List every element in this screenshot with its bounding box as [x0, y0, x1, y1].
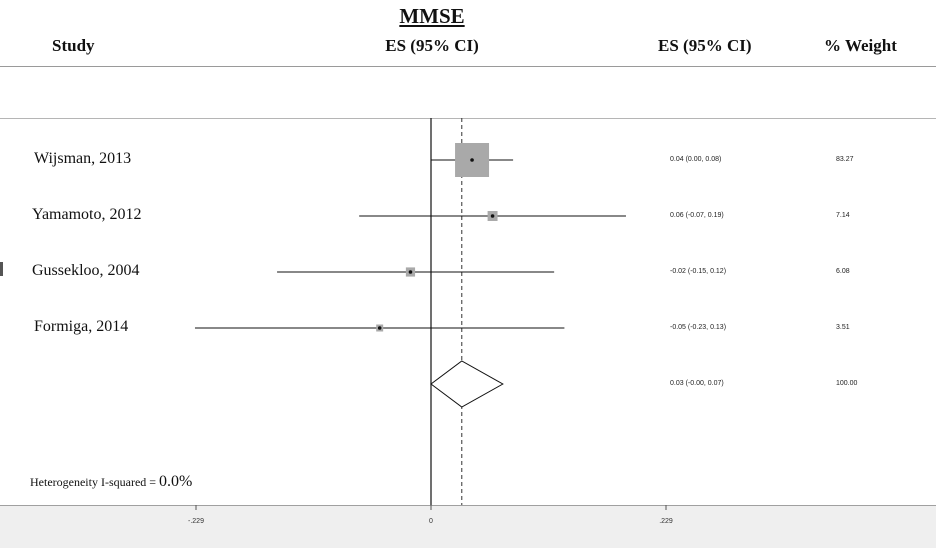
weight-text-gussekloo: 6.08 — [836, 268, 850, 275]
point-estimate-1 — [490, 214, 495, 218]
heterogeneity-label: Heterogeneity I-squared = — [30, 475, 157, 489]
x-tick-label-pos: .229 — [659, 518, 673, 525]
study-label-gussekloo: Gussekloo, 2004 — [32, 262, 140, 279]
study-label-yamamoto: Yamamoto, 2012 — [32, 206, 142, 223]
es-column-header: ES (95% CI) — [385, 36, 479, 55]
weight-text-overall: 100.00 — [836, 380, 858, 387]
es-ci-text-yamamoto: 0.06 (-0.07, 0.19) — [670, 212, 724, 219]
x-tick-label-neg: -.229 — [188, 518, 204, 525]
point-estimate-2 — [408, 270, 413, 274]
es-ci-column-header: ES (95% CI) — [658, 36, 752, 55]
left-edge-mark — [0, 262, 3, 276]
x-tick-label-zero: 0 — [429, 518, 433, 525]
overall-diamond — [430, 360, 504, 408]
es-ci-text-overall: 0.03 (-0.00, 0.07) — [670, 380, 724, 387]
weight-text-formiga: 3.51 — [836, 324, 850, 331]
es-ci-text-wijsman: 0.04 (0.00, 0.08) — [670, 156, 722, 163]
weight-column-header: % Weight — [824, 36, 897, 55]
weight-text-wijsman: 83.27 — [836, 156, 854, 163]
point-estimate-0 — [470, 158, 474, 162]
plot-title: MMSE — [399, 4, 465, 28]
weight-text-yamamoto: 7.14 — [836, 212, 850, 219]
x-axis-band — [0, 505, 936, 548]
heterogeneity-value: 0.0% — [159, 473, 193, 490]
es-ci-text-gussekloo: -0.02 (-0.15, 0.12) — [670, 268, 727, 275]
plot-top-divider — [0, 118, 936, 119]
heterogeneity-stat: Heterogeneity I-squared = 0.0% — [30, 473, 192, 491]
header-divider — [0, 66, 936, 67]
study-column-header: Study — [52, 36, 95, 55]
study-label-wijsman: Wijsman, 2013 — [34, 150, 132, 167]
study-label-formiga: Formiga, 2014 — [34, 318, 129, 335]
es-ci-text-formiga: -0.05 (-0.23, 0.13) — [670, 324, 727, 331]
point-estimate-3 — [377, 326, 382, 330]
